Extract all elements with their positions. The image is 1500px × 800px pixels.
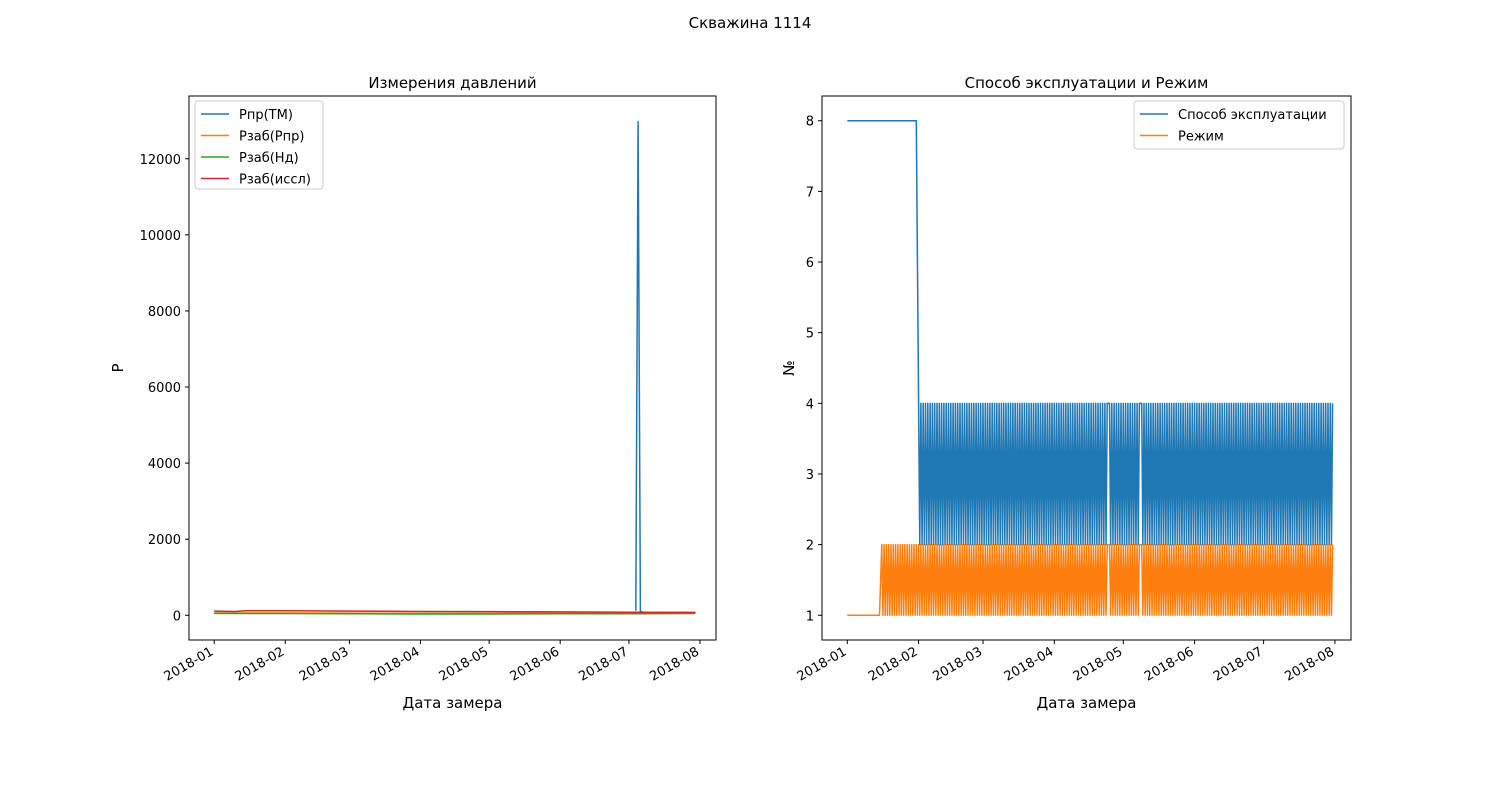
chart-pressure-measurements: 0 2000 4000 6000 8000 10000 12000 2018-01 2018-0… [109, 74, 717, 712]
legend-label: Рпр(ТМ) [239, 108, 293, 123]
x-tick-label: 2018-03 [930, 644, 985, 684]
y-tick-label: 8000 [148, 305, 181, 320]
chart-title: Способ эксплуатации и Режим [965, 74, 1209, 92]
chart-operation-mode: 1 2 3 4 5 6 7 8 2018-01 2018-02 2018-03 2018-04 2018… [780, 74, 1352, 712]
y-tick-label: 4000 [148, 457, 181, 472]
x-tick-label: 2018-06 [1142, 644, 1197, 684]
series-line-1 [847, 119, 1334, 546]
y-tick-label: 1 [806, 609, 814, 624]
legend-label: Рзаб(Рпр) [239, 130, 304, 145]
x-tick-label: 2018-08 [647, 644, 702, 684]
y-tick-label: 2 [806, 539, 814, 554]
legend-label: Способ эксплуатации [1178, 108, 1327, 123]
series-line-3 [214, 612, 696, 615]
figure-suptitle: Скважина 1114 [689, 14, 812, 32]
legend: Рпр(ТМ) Рзаб(Рпр) Рзаб(Нд) Рзаб(иссл) [194, 100, 324, 190]
plot-lines [847, 119, 1334, 617]
legend-box [194, 100, 324, 190]
y-axis-label: № [780, 360, 798, 376]
x-tick-label: 2018-06 [508, 644, 563, 684]
x-tick-label: 2018-05 [437, 644, 492, 684]
legend-label: Рзаб(иссл) [239, 173, 311, 188]
x-axis-label: Дата замера [1036, 694, 1136, 712]
x-tick-label: 2018-08 [1282, 644, 1337, 684]
x-tick-label: 2018-07 [1211, 644, 1266, 684]
y-tick-label: 5 [806, 327, 814, 342]
y-tick-label: 7 [806, 185, 814, 200]
x-tick-label: 2018-01 [162, 644, 217, 684]
x-tick-label: 2018-03 [297, 644, 352, 684]
legend: Способ эксплуатации Режим [1133, 100, 1345, 150]
x-axis-label: Дата замера [402, 694, 502, 712]
y-tick-label: 3 [806, 468, 814, 483]
plot-lines [214, 120, 696, 615]
x-tick-label: 2018-07 [576, 644, 631, 684]
x-tick-label: 2018-04 [368, 644, 423, 684]
y-tick-label: 8 [806, 115, 814, 130]
legend-label: Рзаб(Нд) [239, 151, 299, 166]
y-tick-label: 12000 [140, 153, 181, 168]
y-tick-label: 0 [173, 609, 181, 624]
legend-box [1133, 100, 1345, 150]
series-line-2 [847, 543, 1334, 617]
x-tick-label: 2018-01 [795, 644, 850, 684]
y-tick-label: 6 [806, 256, 814, 271]
y-tick-label: 10000 [140, 229, 181, 244]
series-line-1 [635, 120, 643, 613]
x-tick-label: 2018-02 [233, 644, 288, 684]
y-tick-label: 6000 [148, 381, 181, 396]
plot-frame [821, 95, 1352, 641]
plot-frame [188, 95, 717, 641]
x-tick-label: 2018-04 [1002, 644, 1057, 684]
y-axis-label: P [109, 363, 127, 372]
chart-title: Измерения давлений [368, 74, 536, 92]
y-tick-label: 2000 [148, 533, 181, 548]
x-tick-label: 2018-02 [866, 644, 921, 684]
legend-label: Режим [1178, 130, 1224, 145]
x-tick-label: 2018-05 [1071, 644, 1126, 684]
y-tick-label: 4 [806, 397, 814, 412]
series-line-4 [214, 609, 696, 614]
